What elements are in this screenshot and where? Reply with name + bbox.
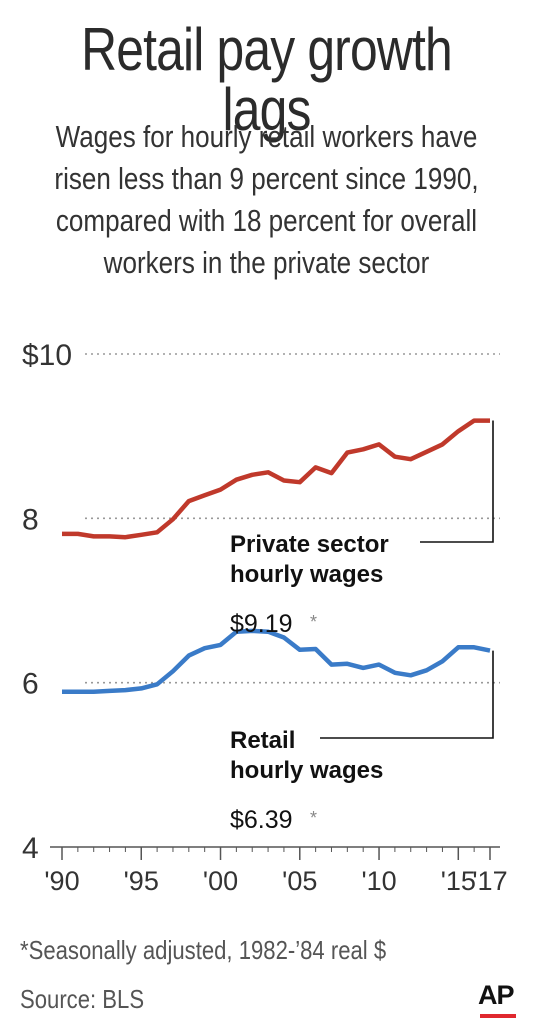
ap-logo: AP xyxy=(478,980,520,1018)
line-chart: 4 6 8 $10 '90 '95 '00 '05 '10 '15'17 Private sec… xyxy=(22,339,508,896)
chart-subtitle: Wages for hourly retail workers have ris… xyxy=(43,116,491,284)
private-sector-line xyxy=(62,418,490,540)
x-tick-label: '17 xyxy=(472,866,507,896)
subtitle-line: workers in the private sector xyxy=(103,245,430,280)
annotation-layer: Private sector hourly wages $9.19 * Retail ho… xyxy=(230,420,494,834)
chart-title: Retail pay growth lags xyxy=(81,16,452,143)
y-tick-label: $10 xyxy=(22,339,72,372)
y-tick-label: 8 xyxy=(22,503,39,536)
x-tick-label: '15 xyxy=(441,866,476,896)
x-tick-label: '05 xyxy=(282,866,317,896)
x-tick-label: '95 xyxy=(124,866,159,896)
annotation-label: hourly wages xyxy=(230,757,383,784)
subtitle-line: risen less than 9 percent since 1990, xyxy=(54,161,479,196)
annotation-label: Private sector xyxy=(230,531,389,558)
y-tick-label: 6 xyxy=(22,668,39,701)
x-tick-label: '90 xyxy=(44,866,79,896)
y-tick-label: 4 xyxy=(22,832,39,865)
annotation-value: $6.39 xyxy=(230,806,293,834)
annotation-leader xyxy=(320,650,494,739)
annotation-mark: * xyxy=(310,808,317,828)
x-axis: '90 '95 '00 '05 '10 '15'17 xyxy=(44,846,508,896)
x-tick-label: '10 xyxy=(361,866,396,896)
annotation-leader xyxy=(420,420,494,543)
annotation-mark: * xyxy=(310,612,317,632)
grid-layer: 4 6 8 $10 xyxy=(22,339,500,865)
source-credit: Source: BLS xyxy=(20,984,145,1014)
ap-logo-bar xyxy=(480,1014,516,1018)
retail-line xyxy=(62,628,491,694)
annotation-label: Retail xyxy=(230,727,295,754)
ap-logo-text: AP xyxy=(478,980,515,1010)
footnote: *Seasonally adjusted, 1982-’84 real $ xyxy=(20,935,387,965)
annotation-value: $9.19 xyxy=(230,610,293,638)
subtitle-line: compared with 18 percent for overall xyxy=(55,203,478,238)
subtitle-line: Wages for hourly retail workers have xyxy=(55,119,478,154)
series-layer xyxy=(62,418,491,694)
x-tick-label: '00 xyxy=(203,866,238,896)
annotation-label: hourly wages xyxy=(230,561,383,588)
